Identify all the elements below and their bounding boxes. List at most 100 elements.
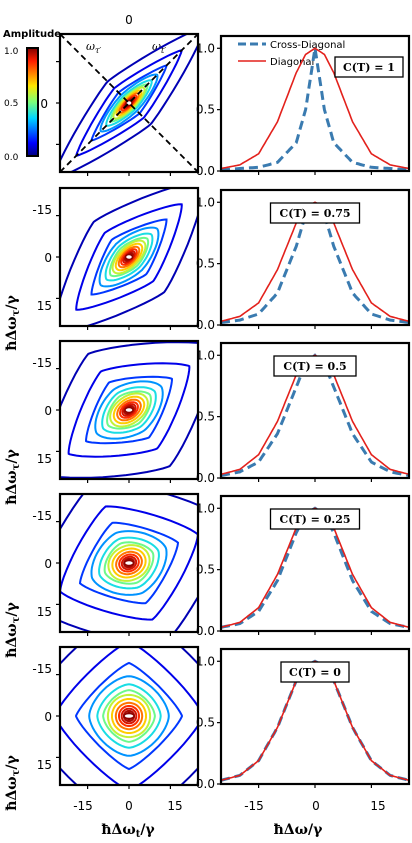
contour-line bbox=[67, 362, 191, 458]
contour-line bbox=[122, 250, 136, 264]
contour-line bbox=[60, 188, 198, 326]
line-panel: 0.0 0.5 1.0 C(T) = 0.5 bbox=[196, 341, 411, 485]
y-tick-label: 0.0 bbox=[196, 777, 215, 791]
contour-line bbox=[116, 398, 142, 422]
annotation-label: C(T) = 0.75 bbox=[279, 207, 350, 220]
contour-line bbox=[120, 707, 138, 725]
legend-label-diagonal: Diagonal bbox=[270, 57, 314, 68]
heatmap-panel bbox=[56, 492, 200, 636]
contour-line bbox=[88, 675, 170, 757]
peak-marker bbox=[124, 253, 134, 261]
contour-line bbox=[98, 536, 160, 590]
y-tick: 15 bbox=[37, 758, 52, 772]
line-panels: 0.00.51.0C(T) = 10.00.51.0C(T) = 0.750.0… bbox=[196, 34, 411, 791]
y-tick: -15 bbox=[32, 203, 52, 217]
heatmap-panels bbox=[56, 32, 200, 789]
y-tick-label: 0.0 bbox=[196, 471, 215, 485]
heatmap-panel bbox=[56, 32, 200, 176]
contour-line bbox=[106, 693, 152, 739]
y-tick-label: 0.5 bbox=[196, 716, 215, 730]
y-tick-label: 1.0 bbox=[196, 654, 215, 668]
colorbar-tick: 0.0 bbox=[4, 153, 19, 163]
cross-diagonal-line bbox=[220, 199, 410, 324]
x-tick: -15 bbox=[244, 799, 264, 813]
x-tick: 0 bbox=[125, 799, 133, 813]
contour-line bbox=[114, 242, 144, 272]
y-tick-label: 0.0 bbox=[196, 624, 215, 638]
y-tick: 15 bbox=[37, 299, 52, 313]
heatmap-panel bbox=[56, 186, 200, 330]
y-tick: 0 bbox=[44, 710, 52, 724]
left-y-ticks: -15 0 15 -15 0 15 -15 0 15 -15 0 15 bbox=[32, 203, 52, 772]
contour-line bbox=[84, 375, 174, 445]
top-axis-tick: 0 bbox=[125, 13, 133, 27]
contour-line bbox=[99, 73, 159, 133]
contour-line bbox=[117, 245, 141, 269]
diagonal-line bbox=[220, 201, 410, 323]
contour-line bbox=[108, 236, 150, 278]
y-tick-label: 0.0 bbox=[196, 164, 215, 178]
line-panel: 0.0 0.5 1.0 C(T) = 1 bbox=[196, 34, 411, 178]
y-tick-label: 1.0 bbox=[196, 195, 215, 209]
contour-line bbox=[109, 392, 149, 428]
y-tick: 15 bbox=[37, 605, 52, 619]
contour-line bbox=[102, 689, 156, 743]
right-xlabel: ħΔω/γ bbox=[274, 822, 323, 838]
legend: Cross-Diagonal Diagonal bbox=[238, 40, 345, 68]
line-panel: 0.0 0.5 1.0 C(T) = 0.25 bbox=[196, 494, 411, 638]
panel-frame bbox=[219, 494, 411, 633]
contour-line bbox=[119, 401, 139, 419]
left-ylabel: ħΔωτ/γ bbox=[4, 295, 22, 351]
diagonal-line bbox=[220, 354, 410, 476]
contour-line bbox=[60, 34, 198, 172]
panel-frame bbox=[219, 341, 411, 480]
heatmap-panel bbox=[56, 339, 200, 483]
top-left-y-tick: 0 bbox=[40, 97, 48, 111]
panel-frame bbox=[219, 188, 411, 327]
panel-frame bbox=[219, 34, 411, 173]
x-tick: 0 bbox=[312, 799, 320, 813]
contour-line bbox=[111, 239, 147, 275]
omega-t-label: ωt′ bbox=[152, 40, 166, 55]
y-tick-label: 0.5 bbox=[196, 563, 215, 577]
left-xlabel: ħΔωt/γ bbox=[101, 822, 155, 840]
peak-marker bbox=[123, 712, 135, 720]
panel-frame bbox=[58, 339, 200, 481]
x-tick: 15 bbox=[370, 799, 385, 813]
left-ylabel: ħΔωτ/γ bbox=[4, 755, 22, 811]
contour-line bbox=[90, 218, 168, 296]
contour-line bbox=[75, 203, 183, 311]
annotation-label: C(T) = 0.25 bbox=[279, 513, 350, 526]
y-tick-label: 1.0 bbox=[196, 41, 215, 55]
colorbar: Amplitude 1.0 0.5 0.0 bbox=[3, 29, 61, 163]
panel-frame bbox=[219, 647, 411, 786]
cross-diagonal-line bbox=[220, 48, 410, 172]
annotation-box bbox=[269, 508, 361, 530]
contour-line bbox=[111, 698, 147, 734]
peak-marker bbox=[123, 559, 135, 567]
contour-line bbox=[60, 647, 198, 785]
contour-line bbox=[120, 555, 138, 571]
panel-frame bbox=[58, 186, 200, 328]
omega-tau-label: ωτ′ bbox=[86, 40, 101, 55]
contour-line bbox=[115, 550, 143, 576]
diagonal-line bbox=[220, 660, 410, 782]
diagonal-dashed-line bbox=[60, 34, 198, 172]
contour-line bbox=[114, 701, 144, 731]
annotation-box bbox=[280, 661, 350, 683]
y-tick-label: 0.0 bbox=[196, 318, 215, 332]
y-tick: -15 bbox=[32, 662, 52, 676]
contour-line bbox=[112, 395, 146, 425]
anti-diagonal-dashed-line bbox=[60, 34, 198, 172]
y-tick-label: 0.5 bbox=[196, 410, 215, 424]
contour-line bbox=[112, 86, 146, 120]
line-panel: 0.0 0.5 1.0 C(T) = 0 bbox=[196, 647, 411, 791]
y-tick: 0 bbox=[44, 557, 52, 571]
left-x-ticks: -15 0 15 bbox=[73, 799, 182, 813]
contour-line bbox=[74, 661, 184, 771]
diagonal-line bbox=[220, 47, 410, 170]
colorbar-title: Amplitude bbox=[3, 29, 61, 40]
annotation-box bbox=[334, 56, 404, 78]
y-tick: -15 bbox=[32, 509, 52, 523]
